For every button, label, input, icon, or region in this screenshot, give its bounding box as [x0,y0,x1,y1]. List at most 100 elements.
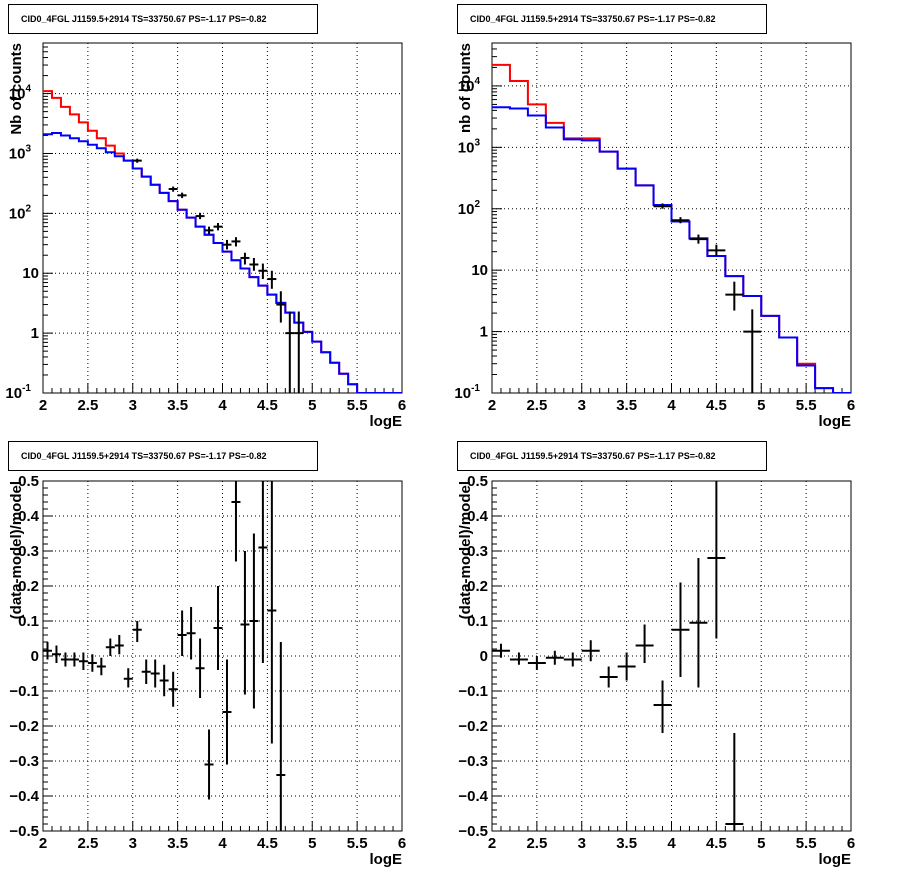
data-point [258,481,268,663]
y-tick-label: 0 [31,648,39,665]
ticks-bottom-right [491,480,852,832]
panel-top-left: 2 2.5 3 3.5 4 4.5 5 5.5 6 10-1 1 10 102 103 104 logE Nb … [0,0,449,437]
data-point [240,551,250,695]
data-point [114,635,124,655]
data-point [249,533,259,709]
y-tick-label: 0.4 [467,508,489,525]
x-tick-label: 6 [847,397,855,414]
data-point [168,186,178,192]
plot-title-bottom-right: CID0_4FGL J1159.5+2914 TS=33750.67 PS=-1… [457,441,767,471]
y-tick-label: 0.2 [18,578,39,595]
data-point [159,664,169,697]
x-axis-label: logE [819,851,852,868]
y-axis-label: Nb of counts [8,43,25,135]
data-point [617,652,636,681]
counts-plot-top-left: 2 2.5 3 3.5 4 4.5 5 5.5 610-1110102103104logENb … [5,42,406,430]
plot-title-top-left: CID0_4FGL J1159.5+2914 TS=33750.67 PS=-1… [8,4,318,34]
x-tick-label: 4.5 [706,397,727,414]
x-tick-label: 5 [757,397,765,414]
y-tick-label: −0.4 [458,788,488,805]
y-tick-label: 0.3 [467,543,488,560]
x-tick-label: 2.5 [77,835,98,852]
data-point [195,212,205,220]
histogram-series-1 [43,131,402,393]
series-group-bottom-right [492,481,744,831]
y-tick-label: 0.1 [467,613,488,630]
y-tick-label: −0.5 [458,823,488,840]
x-axis-label: logE [819,413,852,430]
y-axis-label: (data-model)/model [457,481,474,619]
x-tick-label: 3.5 [167,397,188,414]
panel-top-right: 2 2.5 3 3.5 4 4.5 5 5.5 6 10-1 1 10 102 103 104 logE nb … [449,0,898,437]
x-tick-label: 5.5 [796,397,817,414]
x-tick-label: 6 [847,835,855,852]
x-tick-label: 3 [129,835,137,852]
x-tick-label: 2 [488,397,496,414]
grid-bottom-right [491,480,852,832]
panel-bottom-right: 2 2.5 3 3.5 4 4.5 5 5.5 6 −0.5 −0.4 −0.3 −0.2 −0.1 0 0.… [449,437,898,875]
x-tick-label: 3 [129,397,137,414]
data-point [222,239,232,250]
plot-title-bottom-left: CID0_4FGL J1159.5+2914 TS=33750.67 PS=-1… [8,441,318,471]
x-tick-label: 3 [578,397,586,414]
y-tick-label: −0.3 [9,753,39,770]
data-point [213,586,223,670]
x-tick-label: 5.5 [347,397,368,414]
y-tick-label: −0.4 [9,788,39,805]
data-point [51,645,61,663]
data-point [43,642,52,660]
x-tick-label: 6 [398,835,406,852]
x-tick-label: 2.5 [526,835,547,852]
x-tick-label: 2.5 [77,397,98,414]
x-tick-label: 5 [308,835,316,852]
y-tick-label: 102 [458,199,481,218]
data-point [276,642,286,831]
data-point [87,654,97,672]
data-point [707,481,726,639]
x-tick-label: 4 [218,835,227,852]
data-point [141,659,151,684]
y-tick-label: 103 [458,137,481,156]
data-point [294,311,304,393]
series-group-top-right [492,63,851,393]
x-tick-label: 2 [39,835,47,852]
data-point [689,558,708,688]
y-tick-label: −0.2 [9,718,39,735]
data-point [96,657,106,676]
residual-plot-bottom-right: 2 2.5 3 3.5 4 4.5 5 5.5 6 −0.5 −0.4 −0.3 −0.2 −0.1 0 0.… [457,473,855,868]
data-point [150,659,160,688]
data-point [231,481,241,562]
data-point [240,252,250,265]
data-point [105,638,115,656]
data-point [725,281,744,311]
data-point [186,607,196,660]
y-axis-label: nb of counts [457,43,474,133]
data-point [168,671,178,707]
data-point [258,263,268,280]
y-tick-label: 0.5 [467,473,488,490]
data-point [222,659,232,765]
data-point [204,226,214,235]
x-tick-label: 5 [757,835,765,852]
ticks-top-left [42,42,403,394]
data-point [213,223,223,231]
data-point [276,291,286,323]
data-point [707,244,726,257]
data-point [599,666,618,688]
x-tick-label: 3 [578,835,586,852]
y-tick-label: −0.1 [9,683,39,700]
data-point [509,652,528,665]
grid-top-left [42,43,403,394]
x-tick-label: 3.5 [616,397,637,414]
data-point [725,733,744,831]
data-point [671,582,690,677]
data-point [563,652,582,667]
data-point [635,624,654,663]
data-point [545,650,564,665]
data-point [177,192,187,199]
x-tick-label: 5 [308,397,316,414]
grid-bottom-left [42,480,403,832]
y-tick-label: −0.2 [458,718,488,735]
x-tick-label: 5.5 [347,835,368,852]
y-tick-label: 10 [471,262,488,279]
